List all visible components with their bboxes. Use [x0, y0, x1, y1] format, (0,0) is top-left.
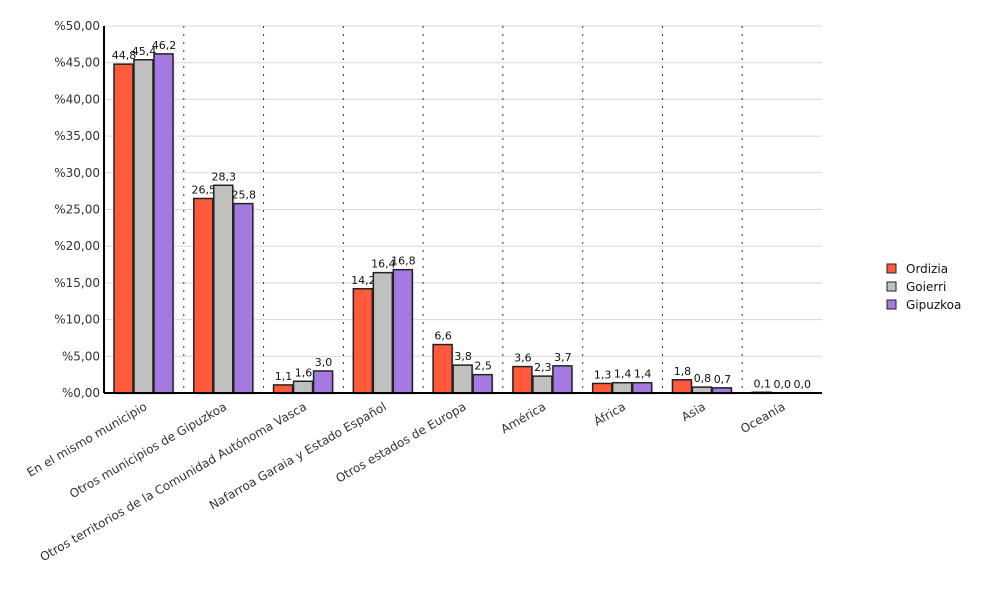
bar-ordizia[interactable]: [512, 365, 533, 394]
x-tick-label: Otros estados de Europa: [333, 399, 468, 485]
legend-item[interactable]: Goierri: [886, 280, 946, 294]
bar-gipuzkoa[interactable]: [552, 365, 573, 394]
y-tick-label: %45,00: [54, 56, 100, 70]
y-tick-label: %50,00: [54, 19, 100, 33]
y-tick-label: %25,00: [54, 203, 100, 217]
legend-swatch: [886, 281, 897, 292]
data-label: 3,7: [554, 351, 572, 364]
bar-gipuzkoa[interactable]: [153, 53, 174, 394]
legend-label: Gipuzkoa: [906, 298, 961, 312]
bar-goierri[interactable]: [372, 271, 394, 394]
data-label: 45,4: [132, 45, 157, 58]
legend-label: Goierri: [906, 280, 946, 294]
bar-goierri[interactable]: [133, 59, 154, 394]
data-label: 16,4: [371, 258, 396, 271]
data-label: 25,8: [232, 189, 257, 202]
bar-ordizia[interactable]: [591, 382, 613, 394]
data-label: 3,0: [315, 356, 333, 369]
data-label: 2,5: [474, 360, 492, 373]
data-label: 26,5: [192, 183, 217, 196]
bar-gipuzkoa[interactable]: [392, 268, 414, 394]
data-label: 3,6: [514, 352, 532, 365]
legend-label: Ordizia: [906, 262, 948, 276]
bar-ordizia[interactable]: [432, 343, 453, 394]
bar-ordizia[interactable]: [272, 384, 294, 394]
bar-goierri[interactable]: [292, 380, 314, 394]
data-label: 0,1: [753, 377, 771, 390]
y-tick-label: %10,00: [54, 313, 100, 327]
bar-gipuzkoa[interactable]: [472, 373, 493, 394]
data-label: 16,8: [391, 255, 416, 268]
bar-gipuzkoa[interactable]: [233, 202, 254, 394]
y-tick-label: %20,00: [54, 239, 100, 253]
data-label: 6,6: [434, 330, 452, 343]
bar-gipuzkoa[interactable]: [631, 381, 653, 394]
bar-shadow: [754, 394, 774, 395]
data-label: 3,8: [454, 350, 472, 363]
data-label: 0,0: [793, 378, 811, 391]
legend-item[interactable]: Ordizia: [886, 262, 948, 276]
legend-swatch: [886, 263, 897, 274]
y-tick-label: %0,00: [62, 386, 100, 400]
data-label: 1,3: [594, 368, 612, 381]
x-tick-label: Asia: [679, 399, 708, 424]
y-tick-label: %30,00: [54, 166, 100, 180]
data-label: 0,0: [773, 378, 791, 391]
bar-goierri[interactable]: [452, 364, 473, 394]
y-tick-label: %40,00: [54, 92, 100, 106]
data-label: 0,8: [694, 372, 712, 385]
bar-ordizia[interactable]: [193, 197, 214, 394]
data-label: 1,4: [614, 368, 632, 381]
bar-goierri[interactable]: [213, 184, 234, 394]
bar-ordizia[interactable]: [113, 63, 134, 394]
legend-item[interactable]: Gipuzkoa: [886, 298, 961, 312]
data-label: 44,8: [112, 49, 137, 62]
x-tick-label: Otros municipios de Gipuzkoa: [67, 399, 229, 501]
data-label: 1,1: [275, 370, 293, 383]
bar-goierri[interactable]: [532, 375, 553, 394]
data-label: 14,2: [351, 274, 376, 287]
data-label: 1,6: [295, 366, 313, 379]
y-tick-label: %35,00: [54, 129, 100, 143]
bar-goierri[interactable]: [611, 381, 633, 394]
bar-gipuzkoa[interactable]: [312, 370, 334, 394]
data-label: 0,7: [714, 373, 732, 386]
bar-ordizia[interactable]: [352, 288, 374, 394]
data-label: 1,8: [674, 365, 692, 378]
data-label: 46,2: [152, 39, 177, 52]
y-tick-label: %5,00: [62, 349, 100, 363]
data-label: 1,4: [634, 368, 652, 381]
data-label: 2,3: [534, 361, 552, 374]
legend-swatch: [886, 299, 897, 310]
data-label: 28,3: [212, 170, 237, 183]
x-tick-label: América: [498, 399, 548, 436]
x-tick-label: Oceanía: [738, 399, 788, 436]
bar-ordizia[interactable]: [671, 379, 693, 394]
y-tick-label: %15,00: [54, 276, 100, 290]
x-tick-label: África: [591, 399, 628, 429]
